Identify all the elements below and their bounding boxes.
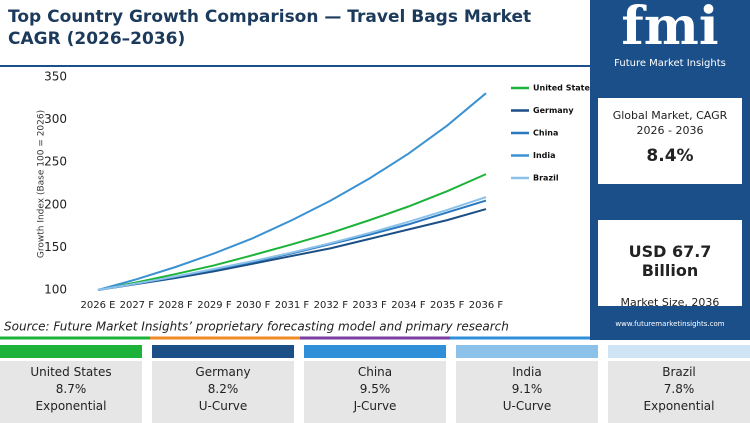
card-cagr: 8.7% (55, 382, 87, 396)
x-tick-label: 2036 F (469, 300, 504, 311)
cagr-box: Global Market, CAGR 2026 - 2036 8.4% (598, 98, 742, 184)
y-tick-label: 100 (44, 283, 67, 297)
x-tick-label: 2030 F (236, 300, 271, 311)
x-tick-label: 2029 F (197, 300, 232, 311)
x-tick-label: 2026 E (81, 300, 116, 311)
legend-label: United States (533, 84, 595, 93)
size-value: USD 67.7 Billion (628, 242, 712, 280)
card-curve: Exponential (643, 399, 715, 413)
x-tick-label: 2033 F (352, 300, 387, 311)
card-country: Brazil (662, 365, 696, 379)
legend-label: China (533, 129, 558, 138)
card-country: Germany (195, 365, 251, 379)
card-cagr: 9.1% (511, 382, 543, 396)
card-body: India 9.1% U-Curve (456, 361, 598, 423)
card-bar (0, 345, 142, 358)
card-body: Brazil 7.8% Exponential (608, 361, 750, 423)
series-line (97, 92, 487, 291)
card-bar (456, 345, 598, 358)
card-cagr: 8.2% (207, 382, 239, 396)
card: Germany 8.2% U-Curve (152, 345, 294, 423)
card-cagr: 7.8% (663, 382, 695, 396)
card: United States 8.7% Exponential (0, 345, 142, 423)
card-curve: U-Curve (198, 399, 248, 413)
info-panel: fmi Future Market Insights Global Market… (590, 0, 750, 340)
card-body: China 9.5% J-Curve (304, 361, 446, 423)
y-tick-label: 150 (44, 240, 67, 254)
card-body: Germany 8.2% U-Curve (152, 361, 294, 423)
legend-label: Brazil (533, 174, 559, 183)
card-bar (608, 345, 750, 358)
chart-title: Top Country Growth Comparison — Travel B… (8, 7, 532, 49)
y-tick-label: 200 (44, 197, 67, 211)
y-tick-label: 250 (44, 155, 67, 169)
card-cagr: 9.5% (359, 382, 391, 396)
card-bar (304, 345, 446, 358)
cagr-value: 8.4% (646, 146, 694, 166)
website: www.futuremarketinsights.com (615, 320, 725, 328)
logo: fmi (621, 0, 719, 57)
x-tick-label: 2027 F (120, 300, 155, 311)
series-line (97, 173, 487, 291)
card-curve: Exponential (35, 399, 107, 413)
card-country: United States (30, 365, 112, 379)
card-country: China (357, 365, 393, 379)
size-label: Market Size, 2036 (620, 296, 720, 309)
y-axis-label: Growth Index (Base 100 = 2026) (37, 110, 47, 258)
card: China 9.5% J-Curve (304, 345, 446, 423)
x-tick-label: 2035 F (430, 300, 465, 311)
y-tick-label: 300 (44, 112, 67, 126)
brand: Future Market Insights (614, 58, 726, 69)
card-body: United States 8.7% Exponential (0, 361, 142, 423)
card-curve: J-Curve (353, 399, 397, 413)
source: Source: Future Market Insights’ propriet… (4, 320, 509, 334)
x-tick-label: 2032 F (314, 300, 349, 311)
x-tick-label: 2031 F (275, 300, 310, 311)
card-bar (152, 345, 294, 358)
card-country: India (512, 365, 542, 379)
size-box: USD 67.7 Billion Market Size, 2036 (598, 220, 742, 309)
card-curve: U-Curve (502, 399, 552, 413)
legend-label: Germany (533, 106, 574, 115)
cagr-label: Global Market, CAGR 2026 - 2036 (612, 109, 728, 137)
card: Brazil 7.8% Exponential (608, 345, 750, 423)
x-tick-label: 2028 F (158, 300, 193, 311)
legend-label: India (533, 151, 556, 160)
series-line (97, 196, 487, 291)
x-tick-label: 2034 F (391, 300, 426, 311)
card: India 9.1% U-Curve (456, 345, 598, 423)
y-tick-label: 350 (44, 70, 67, 84)
